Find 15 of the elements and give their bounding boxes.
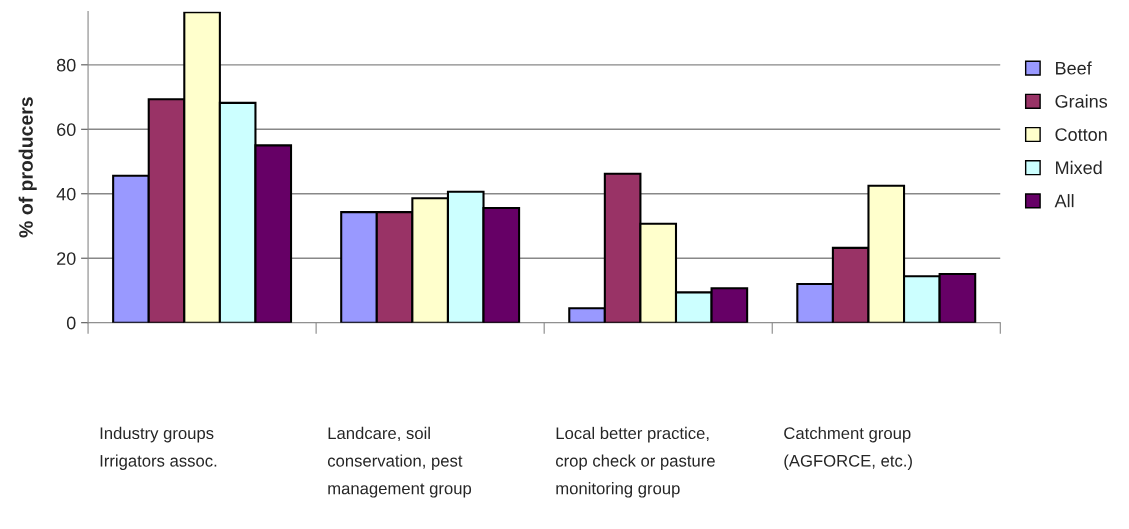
x-tick-label: Landcare, soil conservation, pest management group (327, 426, 472, 498)
legend-label: Mixed (1056, 160, 1102, 175)
y-tick-label: 60 (57, 123, 76, 137)
x-tick-label: Industry groups Irrigators assoc. (100, 426, 217, 471)
y-tick-label: 0 (66, 316, 76, 330)
legend-label: Beef (1056, 61, 1092, 75)
x-tick-label: Catchment group (AGFORCE, etc.) (784, 426, 912, 470)
y-tick-label: 20 (57, 252, 76, 265)
y-tick-label: 80 (56, 58, 76, 72)
legend-label: Grains (1055, 94, 1108, 108)
x-tick-label: Local better practice, crop check or pasture monitoring group (556, 426, 715, 498)
legend-label: Cotton (1055, 128, 1107, 141)
y-axis-title: % of producers (18, 97, 37, 238)
y-tick-label: 40 (56, 187, 76, 201)
legend-label: All (1054, 194, 1074, 208)
